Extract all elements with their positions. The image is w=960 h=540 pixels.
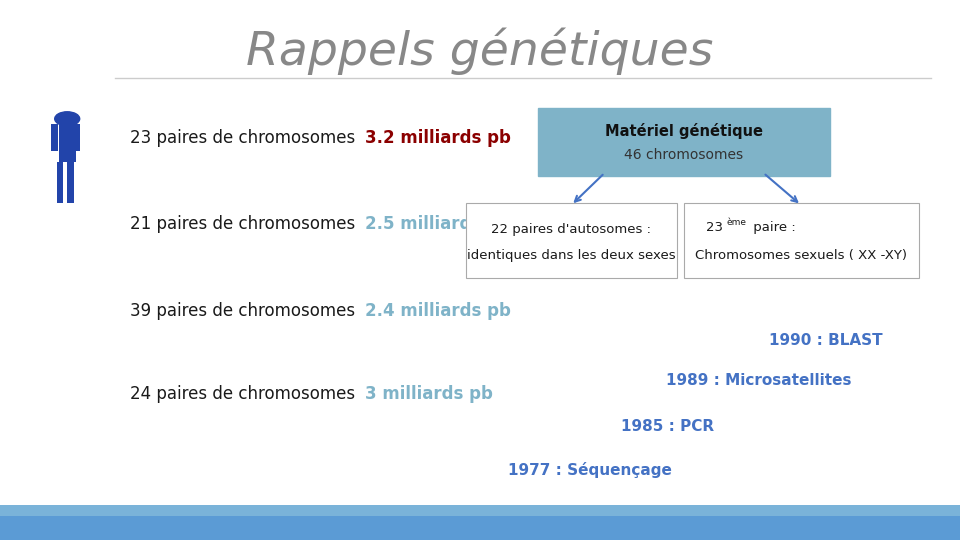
Text: 3 milliards pb: 3 milliards pb — [365, 385, 492, 403]
Bar — [51, 124, 58, 151]
Text: 1977 : Séquençage: 1977 : Séquençage — [509, 462, 672, 478]
Text: 1989 : Microsatellites: 1989 : Microsatellites — [665, 373, 852, 388]
FancyBboxPatch shape — [466, 202, 677, 278]
Text: ème: ème — [727, 218, 747, 227]
Text: 39 paires de chromosomes: 39 paires de chromosomes — [130, 301, 355, 320]
Text: 3.2 milliards pb: 3.2 milliards pb — [365, 129, 511, 147]
Text: 1985 : PCR: 1985 : PCR — [620, 419, 714, 434]
Text: 23: 23 — [706, 221, 723, 234]
Circle shape — [55, 112, 80, 126]
Text: Chromosomes sexuels ( XX -XY): Chromosomes sexuels ( XX -XY) — [695, 249, 907, 262]
Bar — [0, 516, 960, 540]
FancyBboxPatch shape — [684, 202, 919, 278]
Text: Matériel génétique: Matériel génétique — [605, 123, 763, 139]
Bar — [59, 124, 76, 162]
Text: identiques dans les deux sexes: identiques dans les deux sexes — [467, 249, 676, 262]
Bar — [57, 162, 63, 202]
Bar — [73, 124, 80, 151]
Text: 21 paires de chromosomes: 21 paires de chromosomes — [130, 215, 355, 233]
Bar — [0, 505, 960, 516]
Text: 23 paires de chromosomes: 23 paires de chromosomes — [130, 129, 355, 147]
Text: 24 paires de chromosomes: 24 paires de chromosomes — [130, 385, 355, 403]
Text: 2.5 milliards pb: 2.5 milliards pb — [365, 215, 511, 233]
Text: 1990 : BLAST: 1990 : BLAST — [769, 333, 882, 348]
Text: 22 paires d'autosomes :: 22 paires d'autosomes : — [492, 223, 651, 237]
Text: 2.4 milliards pb: 2.4 milliards pb — [365, 301, 511, 320]
Text: paire :: paire : — [749, 221, 796, 234]
Bar — [67, 162, 74, 202]
Text: 46 chromosomes: 46 chromosomes — [624, 148, 744, 163]
FancyBboxPatch shape — [538, 108, 830, 176]
Text: Rappels génétiques: Rappels génétiques — [247, 28, 713, 75]
